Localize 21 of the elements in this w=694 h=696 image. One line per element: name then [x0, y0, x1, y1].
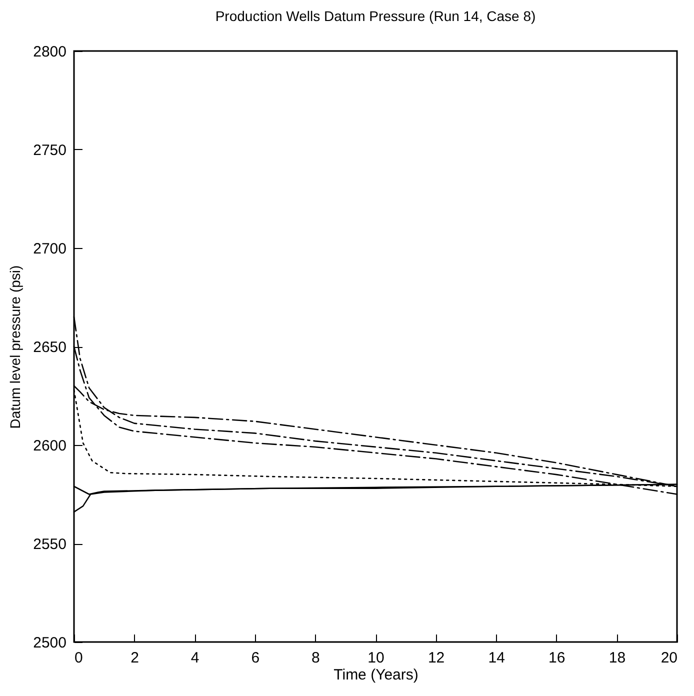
x-tick-label: 12 [428, 650, 445, 666]
x-tick-label: 14 [488, 650, 505, 666]
x-tick-label: 8 [312, 650, 320, 666]
y-tick-label: 2550 [33, 536, 66, 553]
x-tick-label: 6 [251, 650, 260, 666]
x-tick-label: 18 [608, 650, 626, 666]
y-tick-label: 2650 [33, 339, 66, 356]
x-tick-label: 4 [190, 650, 200, 666]
y-axis-title: Datum level pressure (psi) [7, 265, 24, 429]
y-tick-label: 2500 [33, 634, 66, 652]
chart-title: Production Wells Datum Pressure (Run 14, Case 8) [215, 8, 536, 24]
x-axis-title: Time (Years) [334, 666, 418, 684]
y-tick-label: 2750 [33, 142, 66, 159]
x-tick-label: 2 [130, 650, 139, 666]
x-tick-label: 20 [660, 650, 678, 666]
y-tick-label: 2600 [33, 438, 66, 454]
y-tick-label: 2800 [33, 44, 66, 60]
y-tick-label: 2700 [33, 240, 66, 258]
x-tick-label: 0 [74, 650, 83, 666]
x-tick-label: 16 [548, 650, 566, 666]
x-tick-label: 10 [368, 650, 384, 666]
